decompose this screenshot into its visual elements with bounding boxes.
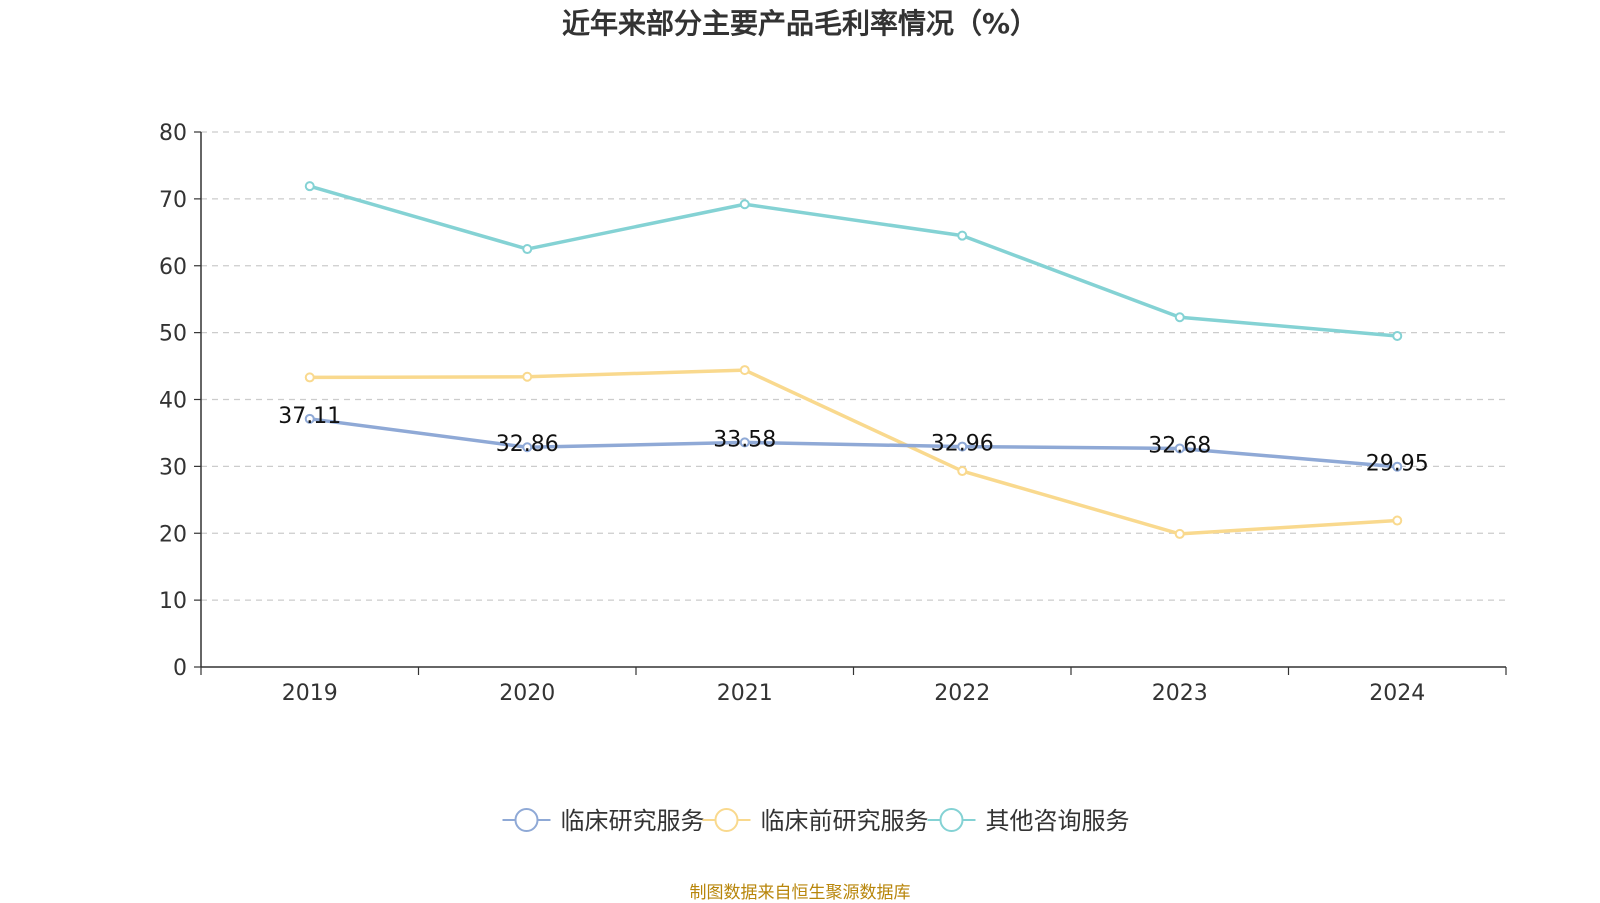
- data-point: [957, 230, 968, 241]
- data-point: [1392, 515, 1403, 526]
- data-label: 32.86: [496, 432, 559, 457]
- data-point: [304, 181, 315, 192]
- y-tick-label: 70: [159, 188, 187, 213]
- data-label: 32.96: [931, 432, 994, 457]
- data-label: 32.68: [1148, 433, 1211, 458]
- data-point: [957, 466, 968, 477]
- y-tick-label: 30: [159, 455, 187, 480]
- data-point: [739, 437, 750, 448]
- x-tick-label: 2022: [934, 681, 990, 706]
- legend-item-2: 其他咨询服务: [927, 807, 1130, 835]
- data-point: [1392, 330, 1403, 341]
- y-tick-label: 10: [159, 589, 187, 614]
- data-point: [739, 199, 750, 210]
- x-tick-label: 2020: [499, 681, 555, 706]
- x-tick-label: 2021: [717, 681, 773, 706]
- data-point: [522, 442, 533, 453]
- y-tick-label: 0: [173, 656, 187, 681]
- data-point: [957, 441, 968, 452]
- data-point: [522, 244, 533, 255]
- data-point: [739, 365, 750, 376]
- legend-label: 临床前研究服务: [761, 807, 929, 835]
- legend-swatch-marker: [714, 808, 739, 832]
- x-tick-label: 2023: [1152, 681, 1208, 706]
- series-line-1: [309, 368, 1398, 536]
- legend-label: 临床研究服务: [561, 807, 705, 835]
- legend-swatch-marker: [939, 808, 964, 832]
- data-point: [1174, 528, 1185, 539]
- axes: 0 10 20 30 40 50 60 70 80 2019 2020 2021 2022 2023 202…: [159, 121, 1507, 706]
- legend-item-0: 临床研究服务: [502, 807, 705, 835]
- data-labels: 37.11 32.86 33.58 32.96 32.68 29.95: [278, 404, 1428, 477]
- y-tick-label: 40: [159, 389, 187, 414]
- data-point: [304, 413, 315, 424]
- series-line-0: [309, 417, 1398, 469]
- y-tick-label: 20: [159, 522, 187, 547]
- legend-label: 其他咨询服务: [986, 807, 1130, 835]
- data-point: [1174, 443, 1185, 454]
- data-label: 37.11: [278, 404, 341, 429]
- legend-swatch-marker: [514, 808, 539, 832]
- data-source-note: 制图数据来自恒生聚源数据库: [689, 883, 911, 903]
- y-tick-label: 60: [159, 255, 187, 280]
- data-point: [1174, 312, 1185, 323]
- series-layer: [304, 181, 1403, 539]
- data-point: [522, 371, 533, 382]
- data-label: 33.58: [713, 427, 776, 452]
- grid-lines: [201, 131, 1506, 601]
- chart-title: 近年来部分主要产品毛利率情况（%）: [561, 7, 1039, 40]
- series-line-2: [309, 184, 1398, 338]
- y-tick-label: 80: [159, 121, 187, 146]
- data-point: [304, 372, 315, 383]
- y-tick-label: 50: [159, 322, 187, 347]
- x-tick-label: 2024: [1369, 681, 1425, 706]
- x-tick-label: 2019: [282, 681, 338, 706]
- legend: 临床研究服务 临床前研究服务 其他咨询服务: [502, 807, 1130, 835]
- data-label: 29.95: [1366, 452, 1429, 477]
- legend-item-1: 临床前研究服务: [702, 807, 929, 835]
- data-point: [1392, 461, 1403, 472]
